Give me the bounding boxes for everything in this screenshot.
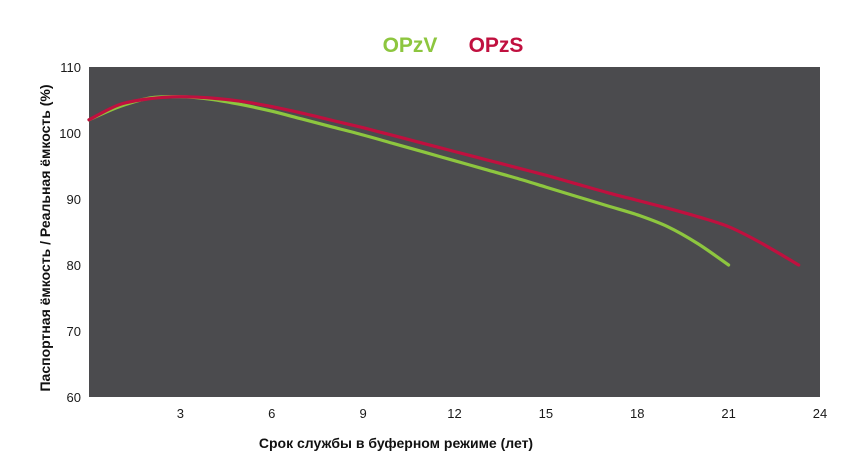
plot-area: [89, 67, 820, 397]
y-tick-label: 90: [67, 192, 81, 207]
x-tick-label: 3: [177, 406, 184, 421]
x-tick-label: 24: [813, 406, 827, 421]
x-tick-label: 6: [268, 406, 275, 421]
x-axis-ticks: 3 6 9 12 15 18 21 24: [177, 406, 827, 421]
y-tick-label: 60: [67, 390, 81, 405]
y-tick-label: 110: [60, 60, 81, 75]
series-lines: [87, 94, 801, 267]
y-axis-ticks: 60 70 80 90 100 110: [59, 60, 81, 405]
x-tick-label: 15: [539, 406, 553, 421]
y-tick-label: 70: [67, 324, 81, 339]
y-tick-label: 80: [67, 258, 81, 273]
y-tick-label: 100: [59, 126, 81, 141]
x-tick-label: 21: [721, 406, 735, 421]
x-tick-label: 9: [360, 406, 367, 421]
series-line-opzs: [87, 95, 801, 267]
x-tick-label: 18: [630, 406, 644, 421]
x-tick-label: 12: [447, 406, 461, 421]
legend-item-opzv: OPzV: [383, 34, 438, 57]
legend: OPzV OPzS: [383, 34, 524, 57]
legend-item-opzs: OPzS: [469, 34, 524, 57]
x-axis-label: Срок службы в буферном режиме (лет): [259, 435, 533, 451]
y-axis-label: Паспортная ёмкость / Реальная ёмкость (%…: [37, 84, 53, 391]
